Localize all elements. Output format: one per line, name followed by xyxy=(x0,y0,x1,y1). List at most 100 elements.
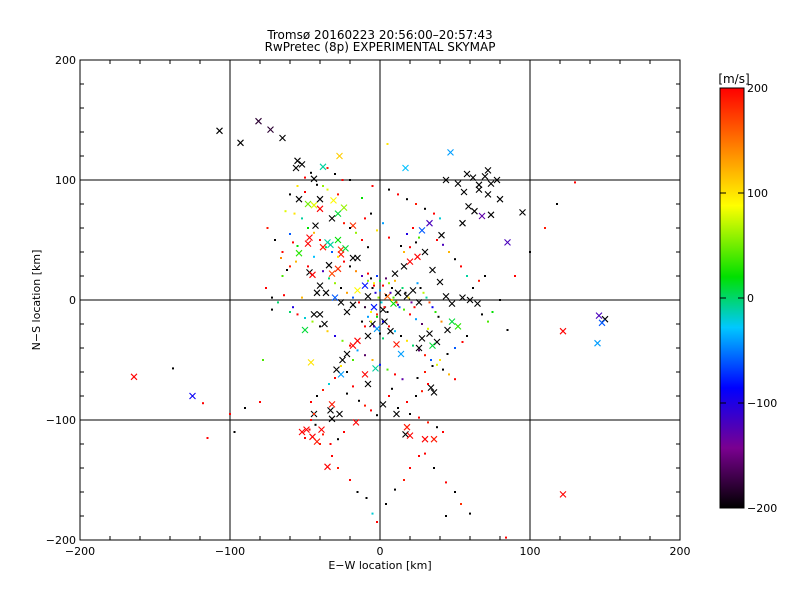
data-point-cross xyxy=(298,161,306,168)
data-point-dot xyxy=(326,330,329,333)
data-point-cross xyxy=(484,191,492,198)
colorbar-ticks: 200 100 0 −100 −200 xyxy=(720,82,777,515)
data-point-dot xyxy=(331,455,333,457)
data-point-dot xyxy=(340,287,342,289)
data-point-dot xyxy=(328,277,330,280)
data-point-dot xyxy=(343,222,345,225)
data-point-cross xyxy=(595,312,603,319)
axis-ticks: −200 −100 0 100 200 −200 −100 0 100 200 xyxy=(46,54,691,558)
data-point-cross xyxy=(364,293,372,300)
data-point-cross xyxy=(430,435,438,443)
data-point-dot xyxy=(274,239,276,241)
data-point-dot xyxy=(454,378,456,381)
data-point-cross xyxy=(598,319,606,327)
data-point-cross xyxy=(267,126,274,133)
data-point-dot xyxy=(385,503,387,505)
data-point-cross xyxy=(306,234,313,241)
data-point-cross xyxy=(444,326,451,334)
data-point-dot xyxy=(436,239,438,241)
data-point-dot xyxy=(349,265,351,268)
data-point-cross xyxy=(381,318,388,325)
data-point-cross xyxy=(429,266,436,274)
data-point-dot xyxy=(311,320,314,323)
data-point-cross xyxy=(364,380,372,388)
data-point-dot xyxy=(370,320,372,323)
data-point-dot xyxy=(319,443,321,445)
y-axis-label: N−S location [km] xyxy=(30,250,43,351)
data-point-dot xyxy=(206,437,209,439)
data-point-cross xyxy=(336,410,343,418)
data-point-dot xyxy=(364,325,366,328)
data-point-dot xyxy=(296,185,299,187)
data-point-dot xyxy=(265,287,267,289)
data-point-cross xyxy=(255,117,262,125)
data-point-dot xyxy=(404,291,407,294)
data-point-dot xyxy=(361,239,363,241)
data-point-dot xyxy=(506,329,509,331)
data-point-cross xyxy=(430,389,438,396)
data-point-dot xyxy=(388,282,390,285)
data-point-cross xyxy=(466,296,474,304)
x-tick-label: 100 xyxy=(520,545,541,558)
data-point-cross xyxy=(361,282,369,289)
data-point-cross xyxy=(496,195,504,203)
data-point-cross xyxy=(354,287,361,294)
data-point-dot xyxy=(394,373,396,376)
x-tick-label: −100 xyxy=(215,545,245,558)
data-point-dot xyxy=(361,275,363,277)
data-point-dot xyxy=(337,438,339,441)
data-point-dot xyxy=(364,404,366,407)
data-point-dot xyxy=(371,512,374,515)
data-point-cross xyxy=(426,219,433,227)
y-tick-label: −100 xyxy=(46,414,76,427)
data-point-dot xyxy=(406,339,408,342)
data-point-dot xyxy=(352,385,354,388)
data-point-cross xyxy=(414,253,421,261)
data-point-dot xyxy=(370,311,372,313)
data-point-dot xyxy=(355,231,357,234)
data-point-dot xyxy=(262,359,264,361)
data-point-dot xyxy=(259,401,261,403)
data-point-cross xyxy=(331,294,339,301)
data-point-dot xyxy=(326,167,329,169)
data-point-cross xyxy=(433,338,441,346)
data-point-cross xyxy=(429,342,436,349)
data-point-cross xyxy=(475,186,483,193)
data-point-dot xyxy=(304,191,306,193)
data-point-dot xyxy=(431,365,434,367)
data-point-dot xyxy=(389,291,392,294)
data-point-cross xyxy=(465,203,472,210)
data-point-cross xyxy=(478,212,486,220)
data-point-cross xyxy=(189,392,196,400)
data-point-dot xyxy=(365,497,368,499)
data-point-dot xyxy=(349,479,351,481)
data-point-cross xyxy=(327,241,334,249)
data-point-dot xyxy=(415,241,417,244)
data-point-dot xyxy=(448,251,450,253)
data-point-dot xyxy=(271,296,273,299)
data-point-dot xyxy=(307,227,309,229)
data-point-dot xyxy=(529,251,531,253)
data-point-dot xyxy=(418,236,420,239)
data-point-dot xyxy=(343,260,345,263)
data-point-cross xyxy=(342,245,349,252)
data-point-dot xyxy=(442,243,444,246)
data-point-dot xyxy=(394,330,396,333)
data-point-dot xyxy=(361,320,363,323)
data-point-cross xyxy=(471,207,478,215)
chart-subtitle: RwPretec (8p) EXPERIMENTAL SKYMAP xyxy=(265,40,496,54)
data-point-dot xyxy=(416,377,419,379)
data-point-dot xyxy=(418,416,420,419)
data-point-cross xyxy=(327,407,334,414)
data-point-cross xyxy=(559,491,567,498)
data-point-dot xyxy=(574,181,576,184)
data-point-cross xyxy=(402,431,409,438)
data-point-dot xyxy=(424,207,426,210)
data-point-dot xyxy=(352,296,354,299)
data-point-cross xyxy=(304,240,312,247)
data-point-dot xyxy=(466,275,468,277)
data-point-dot xyxy=(304,176,306,179)
data-point-cross xyxy=(310,175,318,183)
data-point-dot xyxy=(445,481,447,484)
